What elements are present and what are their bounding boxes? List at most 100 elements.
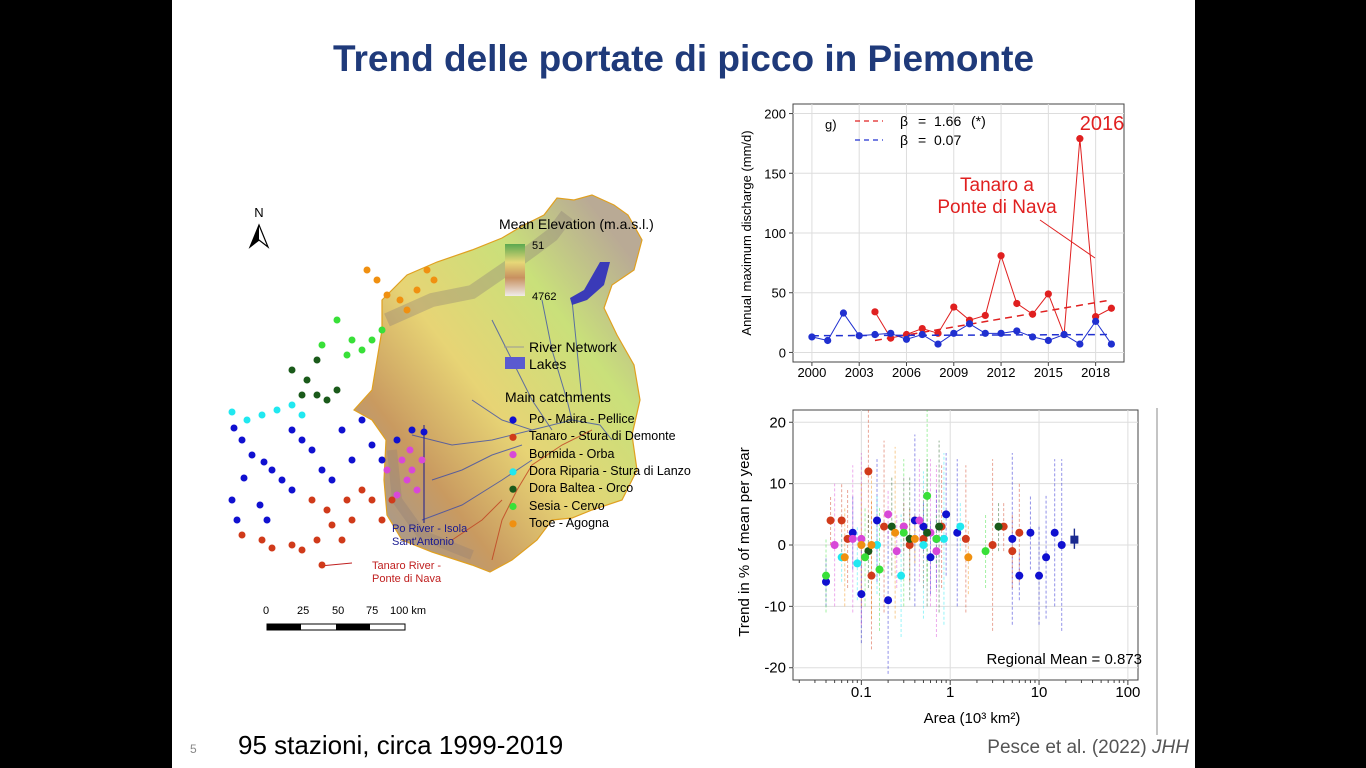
discharge-point xyxy=(1013,327,1021,335)
station-dot xyxy=(368,496,376,504)
trend-point xyxy=(884,596,893,605)
river-network xyxy=(411,299,613,521)
trend-ytick-label: -20 xyxy=(764,660,786,677)
station-dot xyxy=(418,456,426,464)
trend-point xyxy=(919,541,928,549)
trend-point xyxy=(1026,528,1035,537)
station-dot xyxy=(338,536,346,544)
north-label: N xyxy=(254,205,263,220)
discharge-point xyxy=(918,324,926,333)
discharge-xtick-label: 2018 xyxy=(1081,365,1110,380)
trend-point xyxy=(830,541,839,549)
station-dot xyxy=(260,458,268,466)
regional-mean-marker xyxy=(1070,535,1079,544)
station-dot xyxy=(333,316,341,324)
station-dot xyxy=(406,446,414,454)
annotation-station-line2: Ponte di Nava xyxy=(937,197,1057,218)
trend-point xyxy=(964,553,973,562)
trend-point xyxy=(887,522,896,531)
slide-title: Trend delle portate di picco in Piemonte xyxy=(332,38,1035,79)
discharge-point xyxy=(871,330,879,339)
station-dot xyxy=(343,496,351,504)
catchment-legend-item: Tanaro - Stura di Demonte xyxy=(529,429,676,444)
trend-point xyxy=(932,534,941,543)
legend-beta-value-1: 1.66 xyxy=(934,113,961,129)
catchment-legend-item: Bormida - Orba xyxy=(529,446,615,461)
station-dot xyxy=(430,276,438,284)
station-dot xyxy=(243,416,251,424)
station-dot xyxy=(258,411,266,419)
trend-point xyxy=(905,541,914,549)
station-dot xyxy=(368,441,376,449)
station-dot xyxy=(318,466,326,474)
discharge-series-line xyxy=(874,138,1112,339)
station-dot xyxy=(248,451,256,459)
trend-point xyxy=(892,547,901,556)
trend-point xyxy=(822,577,831,586)
tanaro-annotation-line1: Tanaro River - xyxy=(372,560,442,572)
trend-xtick-label: 100 xyxy=(1115,684,1140,701)
station-dot xyxy=(383,466,391,474)
station-dot xyxy=(348,456,356,464)
discharge-point xyxy=(934,340,942,348)
station-dot xyxy=(423,266,431,274)
tanaro-annotation-line2: Ponte di Nava xyxy=(372,573,442,585)
station-dot xyxy=(268,544,276,552)
catchment-legend-dot xyxy=(509,468,517,476)
trend-point xyxy=(867,541,876,549)
discharge-point xyxy=(981,329,989,337)
legend-eq-1: = xyxy=(918,113,926,129)
legend-beta-sig-1: (*) xyxy=(971,113,986,129)
station-dot xyxy=(378,456,386,464)
station-dot xyxy=(323,396,331,404)
trend-point xyxy=(848,534,857,543)
discharge-point xyxy=(1092,317,1100,325)
station-dot xyxy=(268,466,276,474)
trend-point xyxy=(953,528,962,537)
station-dot xyxy=(358,416,366,424)
catchment-legend-item: Sesia - Cervo xyxy=(529,498,605,513)
station-dot xyxy=(298,411,306,419)
discharge-xtick-label: 2006 xyxy=(892,365,921,380)
scale-label: 100 km xyxy=(390,605,427,617)
station-dot xyxy=(420,428,428,436)
trend-point xyxy=(826,516,835,525)
catchment-legend-dot xyxy=(509,451,517,459)
scale-label: 75 xyxy=(366,605,379,617)
trend-point xyxy=(961,534,970,543)
station-dot xyxy=(318,341,326,349)
trend-point xyxy=(1008,534,1017,543)
station-dot xyxy=(338,426,346,434)
regional-mean-label: Regional Mean = 0.873 xyxy=(986,651,1142,668)
discharge-point xyxy=(855,332,863,340)
station-dot xyxy=(263,516,271,524)
station-dot xyxy=(383,291,391,299)
discharge-xtick-label: 2012 xyxy=(987,365,1016,380)
station-dot xyxy=(228,496,236,504)
station-dot xyxy=(230,424,238,432)
discharge-ytick-label: 100 xyxy=(764,226,786,241)
trend-point xyxy=(956,522,965,531)
trend-chart: 0.1 1 10 100 -20 -10 0 10 20 Trend in % of mean … xyxy=(736,408,1158,735)
trend-point xyxy=(840,553,849,562)
discharge-point xyxy=(965,320,974,328)
discharge-point xyxy=(839,309,848,317)
discharge-ytick-label: 150 xyxy=(764,166,786,181)
discharge-point xyxy=(808,333,816,341)
station-dot xyxy=(298,436,306,444)
discharge-xtick-label: 2000 xyxy=(797,365,826,380)
discharge-point xyxy=(1028,333,1037,341)
discharge-point xyxy=(871,308,879,316)
station-dot xyxy=(308,496,316,504)
discharge-point xyxy=(1044,336,1052,345)
trend-point xyxy=(873,516,882,525)
trend-point xyxy=(884,510,893,519)
annotation-station-line1: Tanaro a xyxy=(960,175,1034,196)
station-dot xyxy=(398,456,406,464)
trend-point xyxy=(915,516,924,525)
station-dot xyxy=(343,351,351,359)
trend-point xyxy=(919,534,928,543)
station-dot xyxy=(413,286,421,294)
scale-label: 25 xyxy=(297,605,310,617)
trend-point xyxy=(837,516,846,525)
